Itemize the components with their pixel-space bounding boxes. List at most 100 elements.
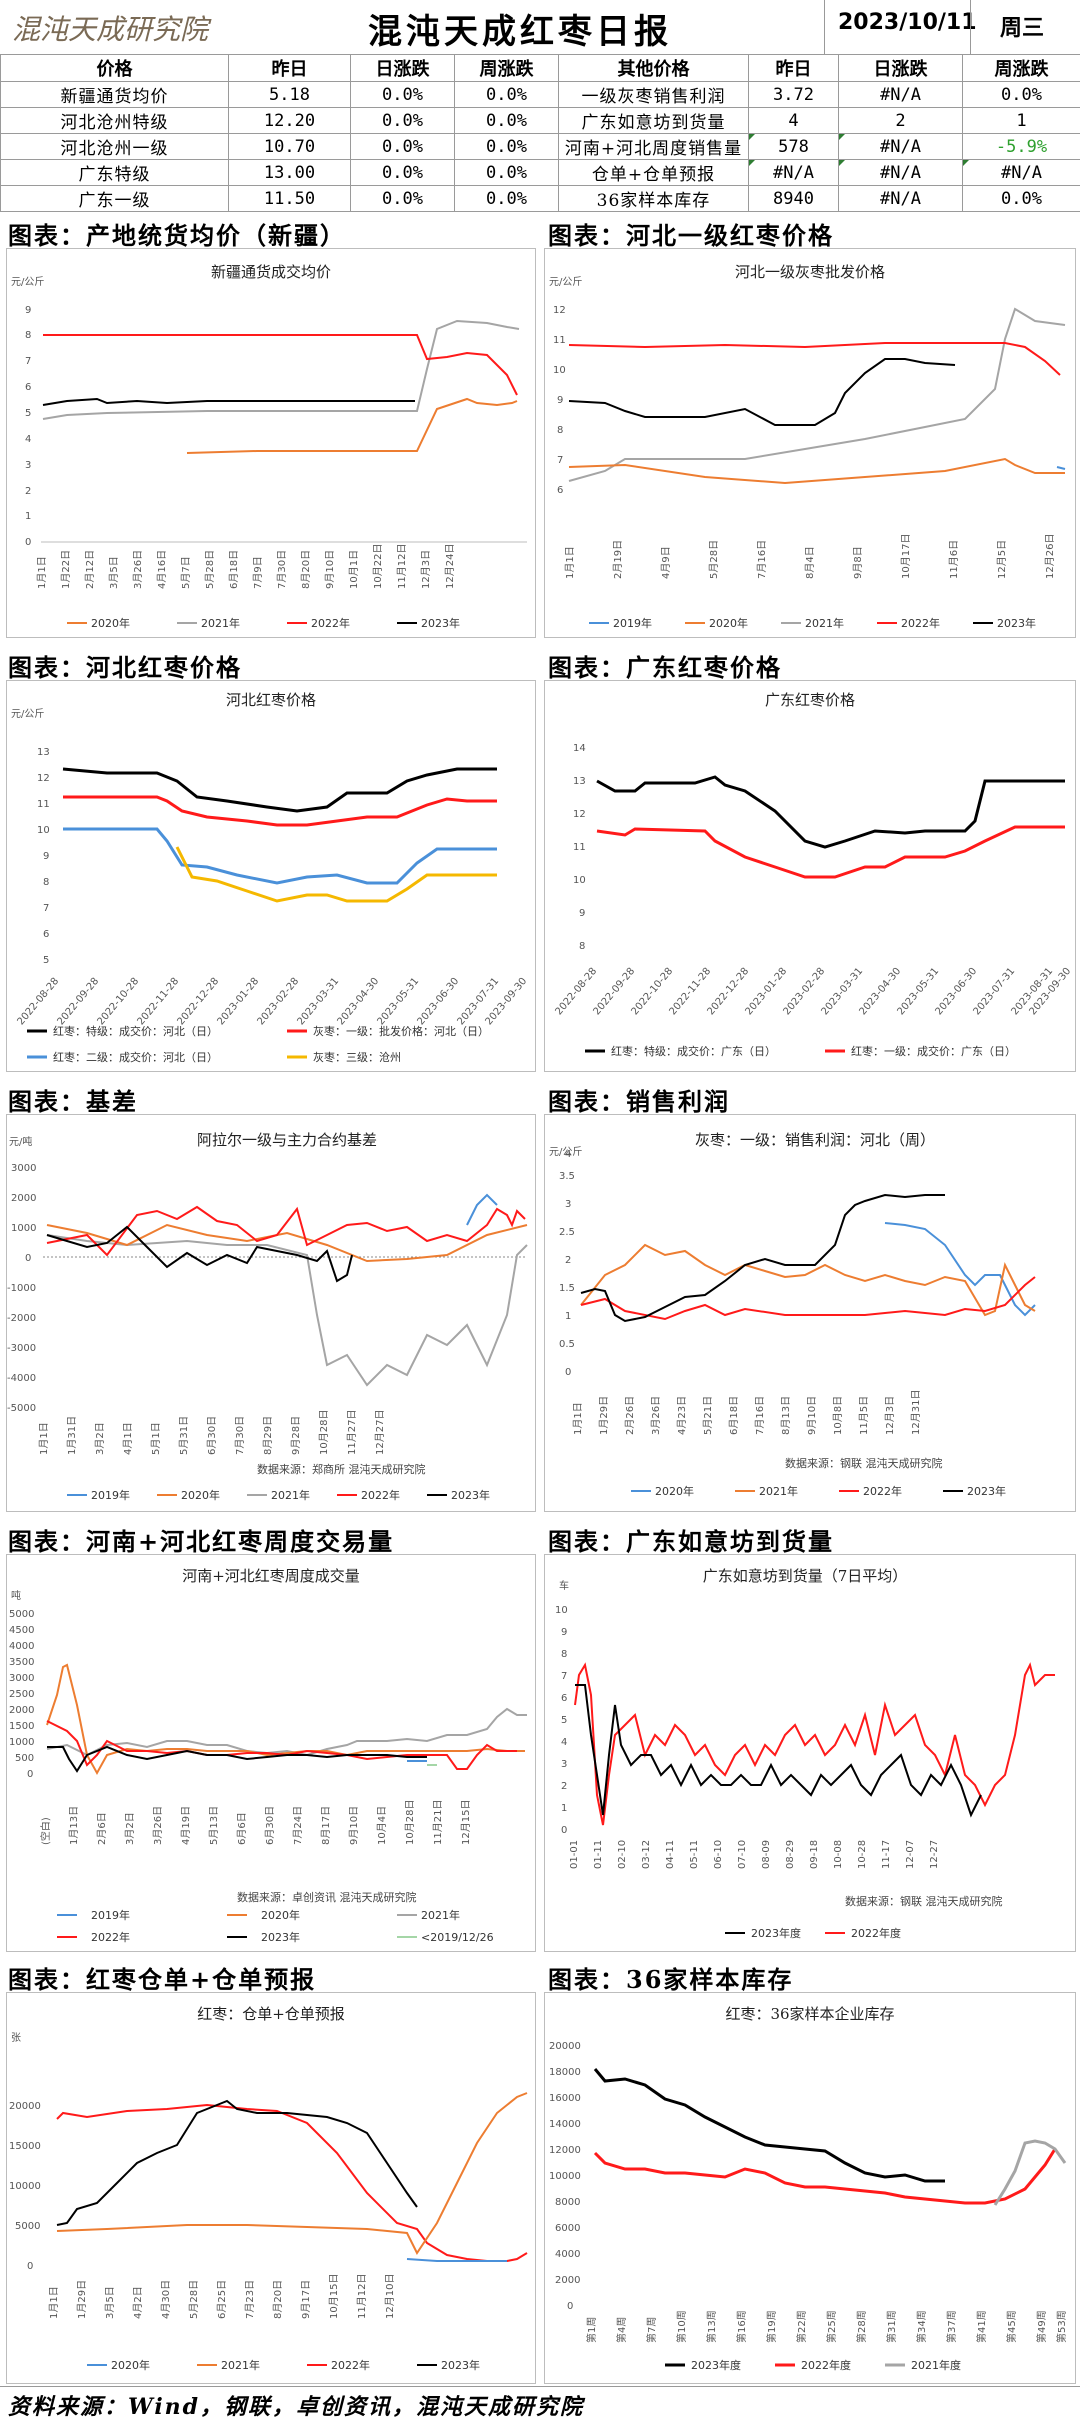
legend-item: 2020年	[91, 616, 130, 630]
column-header: 日涨跌	[839, 55, 963, 82]
svg-text:3: 3	[561, 1759, 567, 1770]
svg-text:9: 9	[43, 851, 49, 862]
svg-text:1000: 1000	[9, 1737, 34, 1748]
svg-text:1: 1	[565, 1311, 571, 1322]
svg-text:1月1日: 1月1日	[48, 2286, 60, 2319]
x-axis-labels: 第1周 第4周 第7周 第10周 第13周 第16周 第19周 第22周 第25…	[585, 2310, 1068, 2343]
other-day-change: 2	[839, 108, 963, 134]
svg-text:4月16日: 4月16日	[156, 550, 168, 589]
svg-text:2月6日: 2月6日	[96, 1812, 108, 1845]
svg-text:3月26日: 3月26日	[650, 1396, 662, 1435]
table-row: 广东特级 13.00 0.0% 0.0% 仓单+仓单预报 #N/A #N/A #…	[1, 160, 1080, 186]
svg-text:5月28日: 5月28日	[188, 2280, 200, 2319]
svg-text:6: 6	[561, 1693, 567, 1704]
other-name: 广东如意坊到货量	[559, 108, 749, 134]
legend-item: 2020年	[261, 1908, 300, 1922]
y-axis: 14 13 12 11 10 9 8	[573, 743, 586, 952]
svg-text:10月1日: 10月1日	[348, 550, 360, 589]
legend-item: 2022年	[91, 1930, 130, 1944]
svg-text:7: 7	[557, 455, 563, 466]
svg-text:3月26日: 3月26日	[152, 1806, 164, 1845]
svg-text:8: 8	[557, 425, 563, 436]
svg-text:2.5: 2.5	[559, 1227, 575, 1238]
svg-text:9月8日: 9月8日	[852, 546, 864, 579]
svg-text:12-27: 12-27	[929, 1840, 940, 1869]
other-week-change: 0.0%	[963, 82, 1080, 108]
x-axis-labels: 2022-08-28 2022-09-28 2022-10-28 2022-11…	[16, 976, 530, 1028]
other-name: 一级灰枣销售利润	[559, 82, 749, 108]
svg-text:11月12日: 11月12日	[396, 544, 408, 589]
price-prev: 5.18	[229, 82, 351, 108]
column-header: 价格	[1, 55, 229, 82]
legend-item: 2019年	[91, 1488, 130, 1502]
svg-text:第13周: 第13周	[705, 2310, 718, 2343]
y-axis: 9 8 7 6 5 4 3 2 1 0	[25, 305, 31, 548]
other-week-change: 1	[963, 108, 1080, 134]
svg-text:0: 0	[25, 1253, 31, 1264]
svg-text:4月1日: 4月1日	[122, 1422, 134, 1455]
svg-text:3000: 3000	[9, 1673, 34, 1684]
price-name: 广东一级	[1, 186, 229, 212]
x-axis-labels: 1月1日 1月31日 3月2日 4月1日 5月1日 5月31日 6月30日 7月…	[38, 1410, 386, 1455]
section-title: 图表：河南+河北红枣周度交易量	[8, 1522, 394, 1557]
svg-text:0: 0	[27, 1769, 33, 1780]
price-week-change: 0.0%	[455, 108, 559, 134]
svg-text:10: 10	[555, 1605, 568, 1616]
svg-text:4月2日: 4月2日	[132, 2286, 144, 2319]
logo: 混沌天成研究院	[8, 6, 248, 50]
svg-text:12月3日: 12月3日	[420, 550, 432, 589]
price-day-change: 0.0%	[351, 134, 455, 160]
report-weekday: 周三	[1000, 10, 1044, 42]
legend-item: 红枣：特级：成交价：河北（日）	[53, 1024, 218, 1038]
svg-text:10月17日: 10月17日	[900, 534, 912, 579]
price-prev: 11.50	[229, 186, 351, 212]
chart-title: 阿拉尔一级与主力合约基差	[197, 1131, 377, 1149]
svg-text:11: 11	[553, 335, 566, 346]
column-header: 周涨跌	[963, 55, 1080, 82]
chart-sample-inventory: 红枣：36家样本企业库存 20000 18000 16000 14000 120…	[544, 1992, 1076, 2384]
svg-text:13: 13	[37, 747, 50, 758]
series-2020-line	[47, 1225, 527, 1261]
svg-text:12月26日: 12月26日	[1044, 534, 1056, 579]
svg-text:6000: 6000	[555, 2223, 580, 2234]
price-day-change: 0.0%	[351, 186, 455, 212]
svg-text:4月23日: 4月23日	[676, 1396, 688, 1435]
svg-text:10-08: 10-08	[833, 1840, 844, 1869]
legend-item: 红枣：特级：成交价：广东（日）	[611, 1044, 776, 1058]
svg-text:1月29日: 1月29日	[76, 2280, 88, 2319]
section-title: 图表：红枣仓单+仓单预报	[8, 1960, 316, 1995]
table-row: 河北沧州特级 12.20 0.0% 0.0% 广东如意坊到货量 4 2 1	[1, 108, 1080, 134]
svg-text:12月15日: 12月15日	[460, 1800, 472, 1845]
section-title: 图表：基差	[8, 1082, 138, 1117]
svg-text:11月12日: 11月12日	[356, 2274, 368, 2319]
y-axis: 3000 2000 1000 0 -1000 -2000 -3000 -4000…	[7, 1163, 36, 1414]
svg-text:1月1日: 1月1日	[572, 1402, 584, 1435]
svg-text:5月21日: 5月21日	[702, 1396, 714, 1435]
y-axis: 20000 15000 10000 5000 0	[9, 2101, 41, 2272]
other-prev: 3.72	[749, 82, 839, 108]
chart-title: 河北红枣价格	[226, 691, 316, 709]
svg-text:10月22日: 10月22日	[372, 544, 384, 589]
svg-text:第53周: 第53周	[1055, 2310, 1068, 2343]
svg-text:02-10: 02-10	[617, 1840, 628, 1869]
svg-text:3: 3	[565, 1199, 571, 1210]
section-title: 图表：广东红枣价格	[548, 648, 782, 683]
svg-text:12月24日: 12月24日	[444, 544, 456, 589]
svg-text:6月18日: 6月18日	[728, 1396, 740, 1435]
price-day-change: 0.0%	[351, 82, 455, 108]
series-2020-line	[885, 1223, 1035, 1315]
legend-item: 2020年	[709, 616, 748, 630]
legend-item: 灰枣：三级：沧州	[313, 1050, 401, 1064]
svg-text:2: 2	[561, 1781, 567, 1792]
svg-text:3月5日: 3月5日	[108, 556, 120, 589]
data-source-footer: 资料来源：Wind，钢联，卓创资讯，混沌天成研究院	[8, 2389, 584, 2421]
chart-legend: 2019年 2020年 2021年 2022年 2023年 <2019/12/2…	[57, 1908, 494, 1944]
legend-item: 2023年度	[691, 2358, 741, 2372]
svg-text:16000: 16000	[549, 2093, 581, 2104]
svg-text:12: 12	[37, 773, 50, 784]
y-tick-label: 3	[25, 460, 31, 471]
series-2022-line	[43, 335, 517, 395]
svg-text:4: 4	[561, 1737, 567, 1748]
svg-text:500: 500	[15, 1753, 34, 1764]
